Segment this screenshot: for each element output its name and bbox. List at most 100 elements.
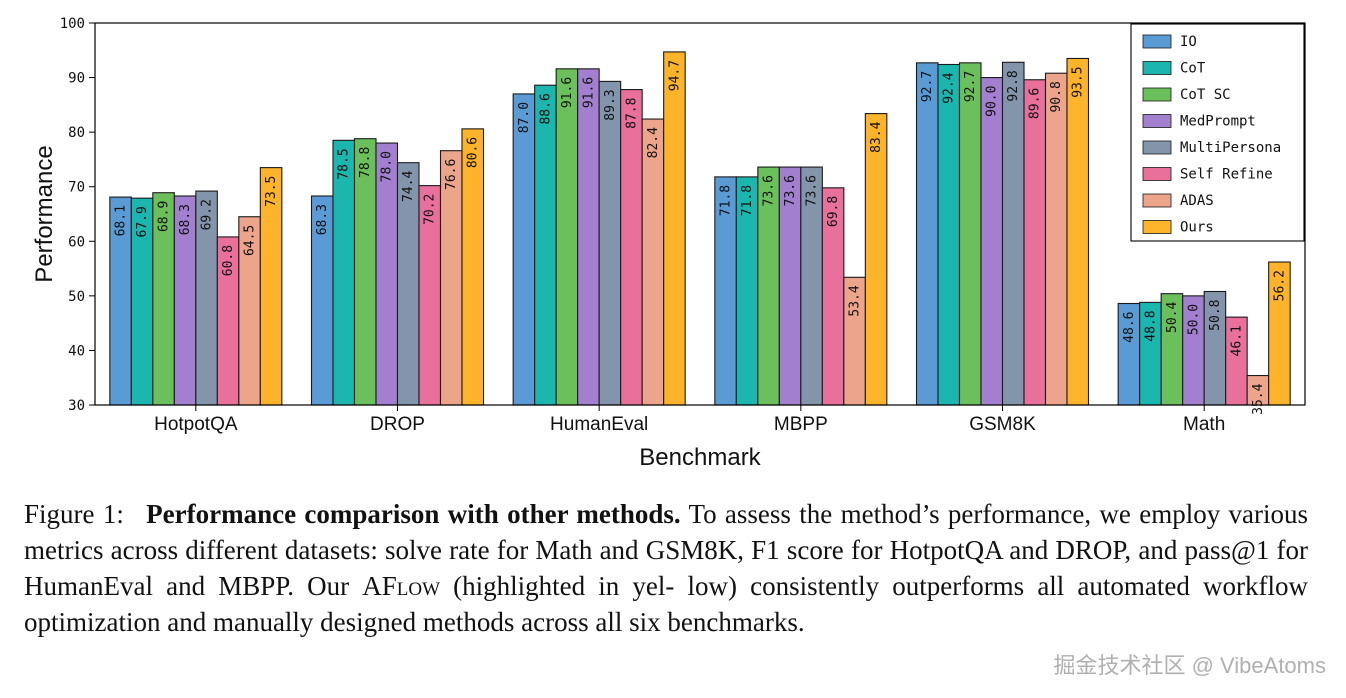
bar <box>620 89 643 406</box>
bar-value-label: 73.6 <box>762 175 777 206</box>
x-tick-label: DROP <box>370 414 425 435</box>
bar-value-label: 71.8 <box>740 185 755 216</box>
bar-value-label: 68.3 <box>315 204 330 235</box>
legend-swatch <box>1142 34 1172 49</box>
bar-value-label: 73.6 <box>805 175 820 206</box>
legend-label: MultiPersona <box>1180 140 1281 156</box>
bar-value-label: 68.9 <box>157 201 172 232</box>
bar-value-label: 56.2 <box>1272 270 1287 301</box>
caption-text-1: To assess the method’s performance, we e… <box>24 499 1309 601</box>
bar-value-label: 71.8 <box>719 185 734 216</box>
bar <box>534 84 557 406</box>
bar <box>1023 79 1047 406</box>
legend-swatch <box>1142 87 1172 102</box>
bar-value-label: 90.8 <box>1049 81 1064 112</box>
figure-caption: Figure 1: Performance comparison with ot… <box>24 496 1308 640</box>
bar-value-label: 53.4 <box>848 285 863 316</box>
bar <box>461 128 485 406</box>
bar-value-label: 92.7 <box>920 71 935 102</box>
bar <box>980 77 1004 406</box>
legend-swatch <box>1142 193 1172 208</box>
bar-value-label: 69.8 <box>826 196 841 227</box>
x-axis-title: Benchmark <box>639 444 761 471</box>
bar-value-label: 90.0 <box>985 86 1000 117</box>
bar <box>1066 57 1090 406</box>
bar-value-label: 35.4 <box>1251 383 1266 414</box>
caption-text-2: (highlighted in yel- low) consistently o… <box>24 571 1308 637</box>
y-tick-label: 100 <box>60 16 85 32</box>
bar-value-label: 73.5 <box>264 176 279 207</box>
bar-value-label: 92.4 <box>942 72 957 103</box>
bar-value-label: 67.9 <box>135 206 150 237</box>
bar <box>663 51 686 406</box>
bar-value-label: 91.6 <box>560 77 575 108</box>
bar-value-label: 60.8 <box>221 245 236 276</box>
bar-value-label: 83.4 <box>869 121 884 152</box>
legend-swatch <box>1142 140 1172 155</box>
y-tick-label: 80 <box>68 125 85 141</box>
y-tick-label: 60 <box>68 234 85 250</box>
bar-value-label: 87.0 <box>517 102 532 133</box>
y-tick-label: 90 <box>68 71 85 87</box>
bar <box>598 80 622 406</box>
bar <box>958 62 982 406</box>
bar-value-label: 78.5 <box>337 148 352 179</box>
bar-value-label: 78.8 <box>358 147 373 178</box>
legend-swatch <box>1142 167 1172 181</box>
legend-swatch <box>1142 220 1172 234</box>
bar-value-label: 92.8 <box>1006 70 1021 101</box>
legend-label: CoT <box>1180 61 1206 77</box>
bar-value-label: 78.0 <box>380 151 395 182</box>
figure-label: Figure 1: <box>24 499 124 529</box>
legend-box <box>1130 23 1305 242</box>
bar <box>555 68 579 406</box>
bar-value-label: 73.6 <box>783 175 798 206</box>
legend-label: Self Refine <box>1180 167 1273 183</box>
bar <box>1001 61 1025 406</box>
bar-value-label: 76.6 <box>444 159 459 190</box>
bar-value-label: 50.0 <box>1186 304 1201 335</box>
bar-value-label: 89.3 <box>603 89 618 120</box>
legend-label: Ours <box>1180 220 1214 236</box>
method-name: AFlow <box>362 571 441 601</box>
x-tick-label: HumanEval <box>550 414 648 435</box>
y-axis-title: Performance <box>31 145 58 282</box>
y-tick-label: 30 <box>68 398 85 414</box>
caption-title: Performance comparison with other method… <box>146 499 681 529</box>
chart-container: 30 40 50 60 70 80 90 100 68.1 67.9 68.9 68.3 69.2 60.… <box>31 16 1306 471</box>
bar-value-label: 69.2 <box>200 199 215 230</box>
x-tick-label: GSM8K <box>969 414 1036 435</box>
y-tick-label: 70 <box>68 180 85 196</box>
legend-label: ADAS <box>1180 193 1214 209</box>
bar <box>937 63 961 406</box>
bar-value-label: 91.6 <box>581 77 596 108</box>
x-tick-label: MBPP <box>774 414 828 435</box>
bar <box>864 113 888 406</box>
bar <box>577 68 600 406</box>
bar-value-label: 94.7 <box>667 60 682 91</box>
y-tick-label: 50 <box>68 289 85 305</box>
bar-value-label: 64.5 <box>243 225 258 256</box>
bar-value-label: 50.8 <box>1208 299 1223 330</box>
legend-label: CoT SC <box>1180 87 1231 103</box>
plot-frame <box>94 22 1306 406</box>
bar-value-label: 48.6 <box>1122 311 1137 342</box>
bar-value-label: 70.2 <box>423 194 438 225</box>
bar-value-label: 87.8 <box>624 98 639 129</box>
legend-swatch <box>1142 114 1172 128</box>
bar <box>512 93 536 406</box>
bar-value-label: 92.7 <box>963 71 978 102</box>
bar-value-label: 46.1 <box>1229 325 1244 356</box>
bar-value-label: 68.1 <box>114 205 129 236</box>
bar-value-label: 68.3 <box>178 204 193 235</box>
bar-chart: 30 40 50 60 70 80 90 100 68.1 67.9 68.9 68.3 69.2 60.… <box>31 16 1306 471</box>
legend-label: MedPrompt <box>1180 114 1256 130</box>
y-tick-label: 40 <box>68 343 85 359</box>
bar-value-label: 48.8 <box>1143 310 1158 341</box>
bar-value-label: 74.4 <box>401 171 416 202</box>
bar-value-label: 93.5 <box>1071 66 1086 97</box>
bar <box>1044 72 1068 406</box>
bar <box>641 118 665 406</box>
bar-value-label: 89.6 <box>1028 88 1043 119</box>
x-tick-label: Math <box>1183 414 1225 435</box>
